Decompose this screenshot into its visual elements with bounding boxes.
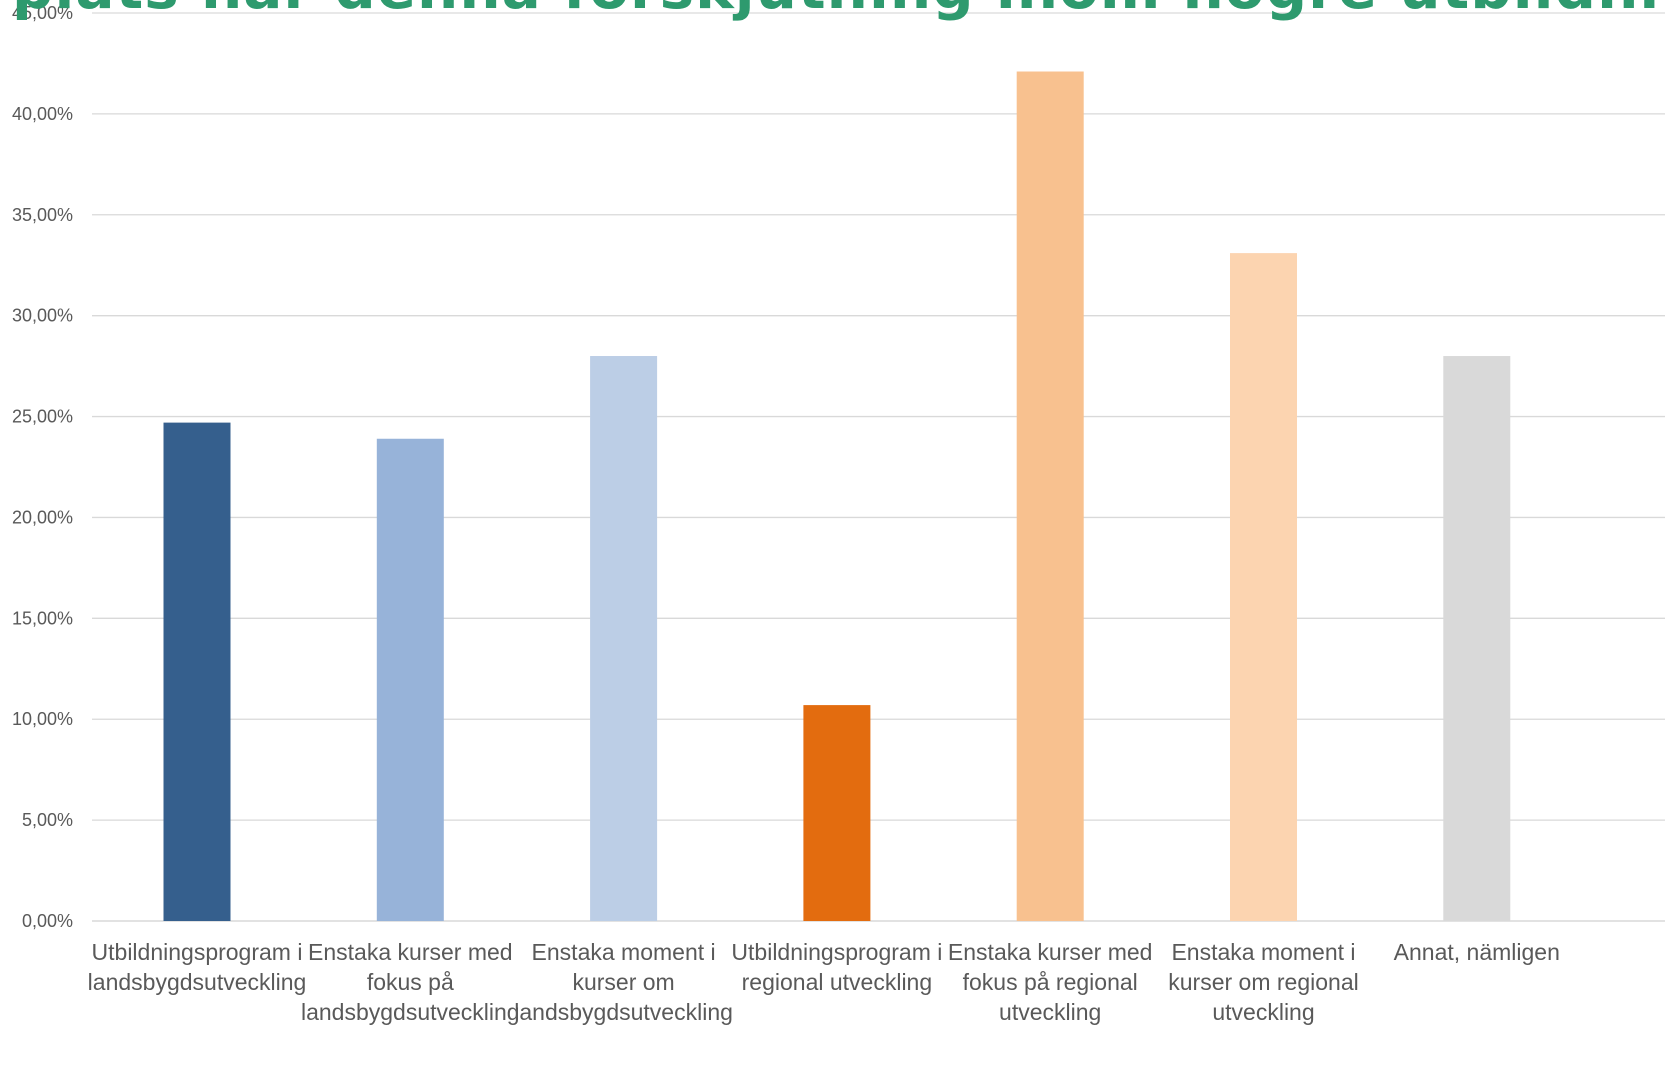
y-tick-label: 40,00% [12,104,73,124]
x-category-label: Utbildningsprogram i landsbygdsutveckling [88,939,307,995]
y-tick-label: 20,00% [12,507,73,527]
bar [1230,253,1297,922]
x-category-label: Enstaka kurser med fokus på regional utvec… [948,939,1153,1025]
x-category-label: Annat, nämligen [1394,939,1560,965]
y-tick-label: 5,00% [22,810,73,830]
y-tick-label: 25,00% [12,407,73,427]
bar [376,438,444,921]
x-category-label: Utbildningsprogram i regional utveckling [731,939,942,995]
bar [803,705,871,921]
y-tick-label: 15,00% [12,608,73,628]
x-category-label: Enstaka moment i kurser om landsbygdsutvec… [514,939,733,1025]
y-tick-label: 30,00% [12,306,73,326]
bar [590,356,658,921]
x-category-label: Enstaka moment i kurser om regional utveck… [1168,939,1358,1025]
y-tick-label: 35,00% [12,205,73,225]
bar [1016,71,1084,921]
y-tick-label: 45,00% [12,3,73,23]
page-title: plats när denna förskjutning inom högre … [12,0,1665,20]
y-tick-label: 10,00% [12,709,73,729]
bar [1443,356,1511,921]
y-tick-label: 0,00% [22,911,73,931]
x-category-label: Enstaka kurser med fokus på landsbygdsutve… [301,939,520,1025]
bar [163,422,231,921]
